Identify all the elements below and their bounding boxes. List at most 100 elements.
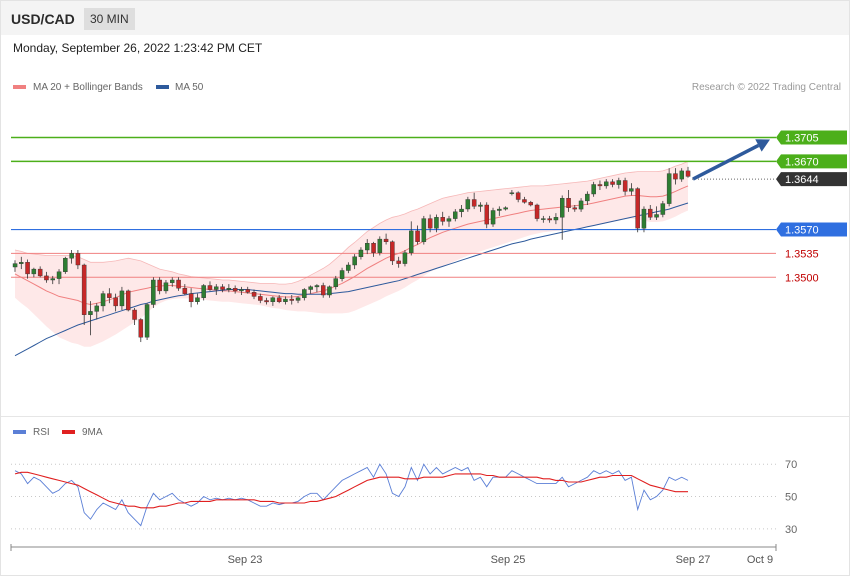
candle-body bbox=[673, 173, 678, 180]
x-tick-label: Sep 27 bbox=[676, 554, 711, 566]
candle bbox=[232, 285, 238, 294]
candle-body bbox=[207, 285, 213, 290]
candle-body bbox=[25, 262, 30, 275]
x-tick-label: Sep 23 bbox=[228, 554, 263, 566]
candle-body bbox=[578, 200, 584, 210]
legend-swatch-9ma bbox=[62, 430, 75, 434]
candle bbox=[622, 177, 628, 196]
candle bbox=[239, 286, 244, 295]
candle-body bbox=[666, 173, 672, 204]
candle bbox=[333, 275, 339, 290]
candle-body bbox=[63, 258, 68, 273]
candle bbox=[264, 297, 269, 305]
arrow-shaft bbox=[692, 143, 760, 181]
candle bbox=[321, 282, 326, 298]
panel-separator bbox=[1, 416, 849, 417]
candle bbox=[314, 284, 320, 293]
candle bbox=[182, 284, 188, 295]
candle bbox=[446, 215, 452, 227]
candle-body bbox=[453, 211, 458, 219]
candle-body bbox=[201, 285, 206, 299]
level-tag-1.3500: 1.3500 bbox=[785, 272, 819, 284]
legend-swatch-ma20 bbox=[13, 85, 26, 89]
candle bbox=[377, 236, 383, 256]
candle bbox=[610, 179, 615, 188]
candle-body bbox=[163, 282, 169, 292]
candle bbox=[679, 168, 685, 182]
candle bbox=[534, 203, 540, 222]
candle-body bbox=[585, 193, 590, 202]
candle-body bbox=[641, 208, 647, 229]
candle-body bbox=[125, 290, 131, 311]
candle bbox=[144, 303, 150, 340]
candle-body bbox=[88, 311, 93, 315]
candle bbox=[497, 206, 502, 216]
candle-body bbox=[176, 279, 181, 289]
candle-body bbox=[144, 304, 150, 338]
candle-body bbox=[302, 289, 307, 298]
candle-body bbox=[94, 305, 99, 312]
candle-body bbox=[660, 203, 666, 215]
candle-body bbox=[610, 181, 615, 185]
bollinger-band-fill bbox=[15, 161, 688, 347]
chart-header: USD/CAD 30 MIN bbox=[1, 1, 849, 35]
candle-body bbox=[654, 214, 659, 218]
candle-body bbox=[635, 188, 640, 229]
candle-body bbox=[182, 288, 188, 294]
candle-body bbox=[490, 210, 496, 225]
candle bbox=[666, 168, 672, 207]
candle bbox=[597, 180, 603, 190]
candle-body bbox=[685, 170, 691, 177]
candle-body bbox=[604, 181, 609, 187]
candle bbox=[371, 241, 376, 257]
candle-body bbox=[421, 218, 427, 243]
candle bbox=[591, 181, 596, 197]
candle-body bbox=[591, 184, 596, 195]
candle bbox=[471, 192, 477, 210]
candle bbox=[648, 205, 653, 220]
level-tag-bg-1.3570 bbox=[776, 222, 847, 237]
candle bbox=[245, 286, 250, 294]
candle bbox=[490, 207, 496, 227]
candle-body bbox=[622, 180, 628, 192]
candle bbox=[226, 284, 232, 293]
rsi-tick-30: 30 bbox=[785, 524, 797, 536]
candle-body bbox=[258, 296, 263, 301]
level-tag-bg-1.3705 bbox=[776, 130, 847, 145]
candle bbox=[258, 293, 263, 304]
candle bbox=[195, 293, 200, 305]
candle bbox=[402, 250, 408, 267]
level-tag-bg-1.3670 bbox=[776, 154, 847, 169]
candle bbox=[100, 290, 106, 312]
level-tag-1.3570: 1.3570 bbox=[785, 225, 819, 237]
candle bbox=[427, 214, 433, 233]
candle bbox=[169, 277, 175, 287]
candle bbox=[547, 215, 552, 223]
candle bbox=[132, 307, 137, 325]
legend-label-rsi: RSI bbox=[33, 427, 50, 438]
timeframe-button[interactable]: 30 MIN bbox=[84, 8, 135, 30]
candle-body bbox=[471, 199, 477, 207]
rsi-grid: 70 50 30 bbox=[11, 459, 797, 536]
candle bbox=[251, 289, 257, 300]
candle-body bbox=[383, 238, 389, 243]
candle-body bbox=[484, 204, 490, 225]
candle-body bbox=[289, 298, 295, 301]
datetime-label: Monday, September 26, 2022 1:23:42 PM CE… bbox=[13, 41, 263, 55]
candle bbox=[604, 179, 609, 189]
legend-swatch-ma50 bbox=[156, 85, 169, 89]
candle bbox=[176, 277, 181, 291]
candle-body bbox=[213, 286, 219, 290]
candle bbox=[421, 215, 427, 245]
candle bbox=[25, 259, 30, 279]
candle bbox=[553, 213, 559, 225]
candle bbox=[409, 221, 414, 256]
legend-swatch-rsi bbox=[13, 430, 26, 434]
candle-body bbox=[56, 271, 62, 279]
candle-body bbox=[566, 197, 571, 208]
candle-body bbox=[365, 242, 370, 251]
candle-body bbox=[100, 293, 106, 307]
candle bbox=[515, 191, 521, 203]
level-tags: 1.3705 1.3670 1.3644 1.3570 1.3535 1.3500 bbox=[776, 130, 847, 284]
